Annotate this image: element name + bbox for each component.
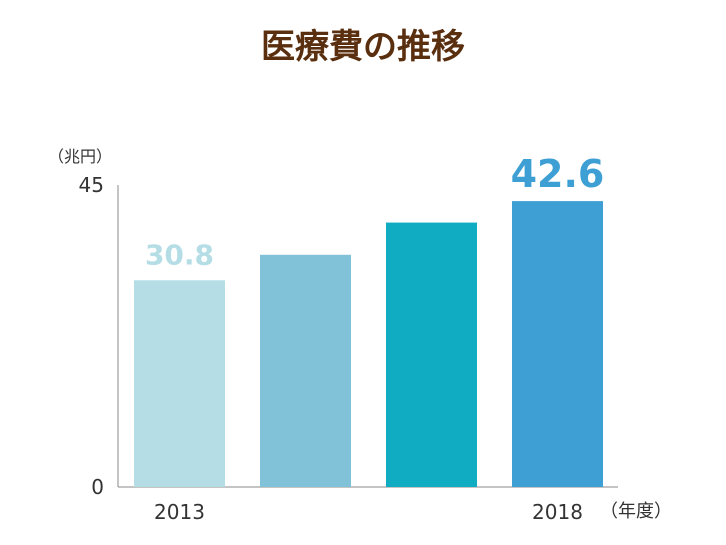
x-tick-label-1: 2013 (154, 500, 205, 524)
bar-1 (134, 280, 225, 487)
y-ticks-group: 0 45 (79, 173, 104, 499)
y-tick-label-45: 45 (79, 173, 104, 197)
value-labels-group: 30.8 42.6 (145, 152, 604, 271)
bars-group (134, 201, 603, 488)
bar-4 (512, 201, 603, 487)
x-ticks-group: 2013 2018 (154, 500, 583, 524)
data-label-bar-4: 42.6 (511, 152, 605, 196)
bar-2 (260, 254, 351, 487)
y-axis-unit-label: （兆円） (48, 147, 112, 166)
x-tick-label-4: 2018 (532, 500, 583, 524)
bar-3 (386, 222, 477, 488)
data-label-bar-1: 30.8 (145, 238, 214, 271)
y-tick-label-0: 0 (91, 475, 104, 499)
x-axis-unit-label: （年度） (600, 501, 672, 522)
chart-title: 医療費の推移 (261, 27, 465, 67)
